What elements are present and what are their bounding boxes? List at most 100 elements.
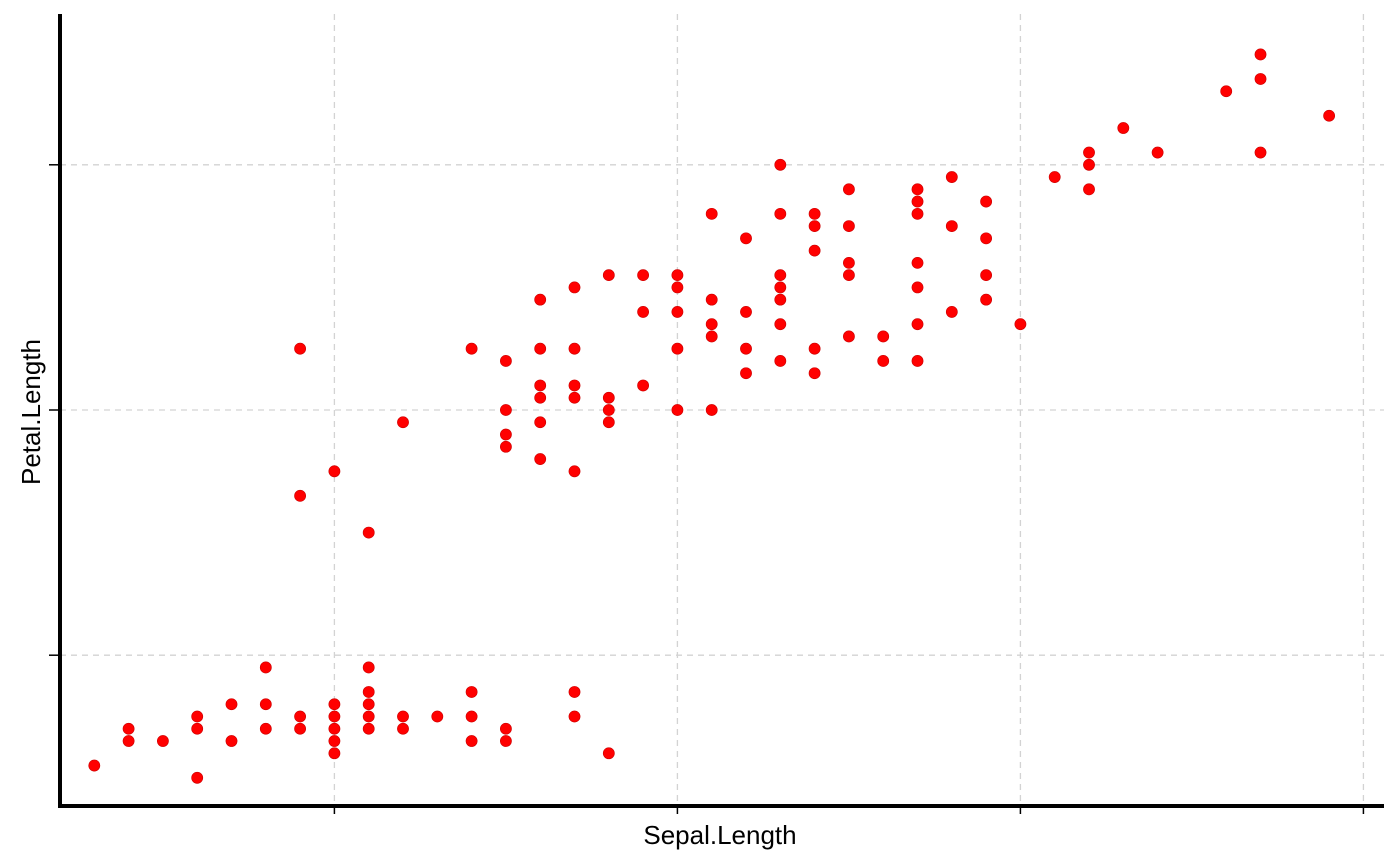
data-point	[774, 158, 787, 171]
data-point	[534, 379, 547, 392]
data-point	[602, 269, 615, 282]
data-point	[808, 220, 821, 232]
data-point	[911, 207, 924, 220]
data-point	[945, 220, 958, 232]
data-point	[671, 269, 684, 282]
data-point	[1083, 183, 1095, 196]
data-point	[843, 183, 855, 196]
data-point	[705, 318, 718, 331]
data-point	[602, 747, 615, 760]
data-point	[294, 489, 307, 502]
data-point	[500, 735, 512, 747]
data-point	[774, 281, 787, 294]
data-point	[602, 391, 615, 404]
data-point	[911, 256, 924, 269]
data-point	[294, 722, 307, 735]
data-point	[705, 330, 718, 343]
data-point	[259, 698, 272, 711]
data-point	[362, 698, 375, 711]
data-point	[843, 220, 855, 232]
data-point	[362, 710, 375, 723]
data-point	[740, 232, 752, 245]
data-point	[157, 735, 169, 747]
data-point	[1254, 146, 1267, 159]
data-point	[705, 207, 718, 220]
data-point	[328, 465, 341, 478]
data-point	[534, 391, 547, 404]
data-point	[808, 244, 821, 257]
data-point	[500, 404, 512, 416]
data-point	[294, 710, 307, 723]
data-points	[88, 48, 1336, 784]
data-point	[362, 661, 375, 674]
data-point	[637, 379, 650, 392]
data-point	[980, 269, 993, 282]
data-point	[328, 735, 341, 747]
data-point	[1323, 109, 1336, 122]
data-point	[1254, 48, 1267, 61]
data-point	[740, 367, 752, 380]
data-point	[911, 281, 924, 294]
data-point	[259, 722, 272, 735]
data-point	[328, 710, 341, 723]
data-point	[122, 722, 135, 735]
data-point	[637, 306, 650, 318]
data-point	[945, 171, 958, 183]
data-point	[808, 207, 821, 220]
data-point	[328, 747, 341, 760]
data-point	[225, 698, 238, 711]
data-point	[774, 269, 787, 282]
grid-lines	[60, 14, 1384, 806]
data-point	[911, 355, 924, 367]
data-point	[568, 391, 581, 404]
data-point	[568, 379, 581, 392]
data-point	[774, 355, 787, 367]
data-point	[431, 710, 444, 723]
data-point	[1117, 122, 1130, 134]
data-point	[911, 195, 924, 208]
data-point	[465, 686, 478, 698]
data-point	[328, 698, 341, 711]
data-point	[980, 293, 993, 306]
data-point	[671, 306, 684, 318]
data-point	[1083, 146, 1095, 159]
data-point	[911, 318, 924, 331]
data-point	[671, 281, 684, 294]
data-point	[500, 428, 512, 441]
data-point	[122, 735, 135, 747]
data-point	[534, 293, 547, 306]
data-point	[362, 722, 375, 735]
x-axis-title: Sepal.Length	[643, 820, 796, 850]
data-point	[534, 453, 547, 465]
data-point	[534, 416, 547, 429]
data-point	[877, 330, 890, 343]
data-point	[397, 416, 409, 429]
data-point	[843, 256, 855, 269]
data-point	[774, 318, 787, 331]
data-point	[568, 342, 581, 355]
data-point	[259, 661, 272, 674]
data-point	[740, 342, 752, 355]
data-point	[465, 342, 478, 355]
data-point	[568, 465, 581, 478]
data-point	[500, 440, 512, 453]
data-point	[568, 710, 581, 723]
data-point	[88, 759, 101, 772]
data-point	[568, 281, 581, 294]
data-point	[671, 404, 684, 416]
data-point	[1254, 73, 1267, 85]
data-point	[534, 342, 547, 355]
data-point	[774, 207, 787, 220]
axis-ticks	[49, 164, 1365, 814]
data-point	[465, 710, 478, 723]
data-point	[671, 342, 684, 355]
y-axis-title: Petal.Length	[16, 339, 46, 485]
data-point	[602, 416, 615, 429]
data-point	[980, 195, 993, 208]
data-point	[465, 735, 478, 747]
data-point	[705, 404, 718, 416]
data-point	[1014, 318, 1027, 331]
data-point	[1083, 158, 1095, 171]
data-point	[568, 686, 581, 698]
